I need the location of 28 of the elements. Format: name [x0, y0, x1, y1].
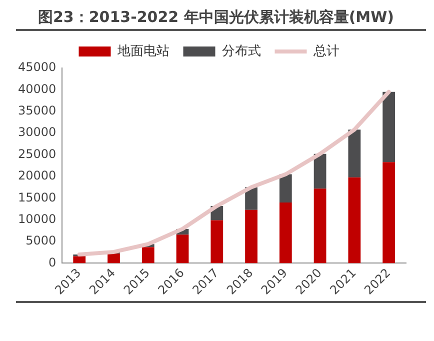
bar: [245, 210, 258, 264]
bar: [142, 247, 154, 264]
y-tick-label: 15000: [18, 190, 56, 204]
bar: [73, 256, 86, 264]
bar: [382, 162, 395, 264]
y-tick-label: 30000: [18, 125, 56, 140]
legend-label: 分布式: [222, 44, 261, 59]
legend-label: 总计: [312, 44, 340, 59]
legend-label: 地面电站: [116, 44, 170, 59]
bar: [314, 188, 326, 264]
y-tick-label: 5000: [26, 234, 56, 248]
y-tick-label: 10000: [18, 212, 56, 226]
y-tick-label: 40000: [18, 82, 56, 96]
y-tick-label: 25000: [18, 146, 56, 161]
bar: [382, 92, 395, 162]
y-tick-label: 45000: [18, 60, 56, 74]
y-tick-label: 0: [48, 255, 56, 270]
bar: [176, 234, 189, 264]
bar: [279, 174, 292, 202]
bar: [108, 254, 120, 264]
bar: [279, 202, 292, 264]
bar: [314, 154, 326, 189]
bar: [348, 177, 361, 264]
y-tick-label: 20000: [18, 168, 56, 183]
bar: [348, 130, 361, 178]
chart-title: 图23：2013-2022 年中国光伏累计装机容量(MW): [37, 8, 396, 28]
bar: [210, 220, 224, 264]
y-tick-label: 35000: [18, 104, 56, 118]
